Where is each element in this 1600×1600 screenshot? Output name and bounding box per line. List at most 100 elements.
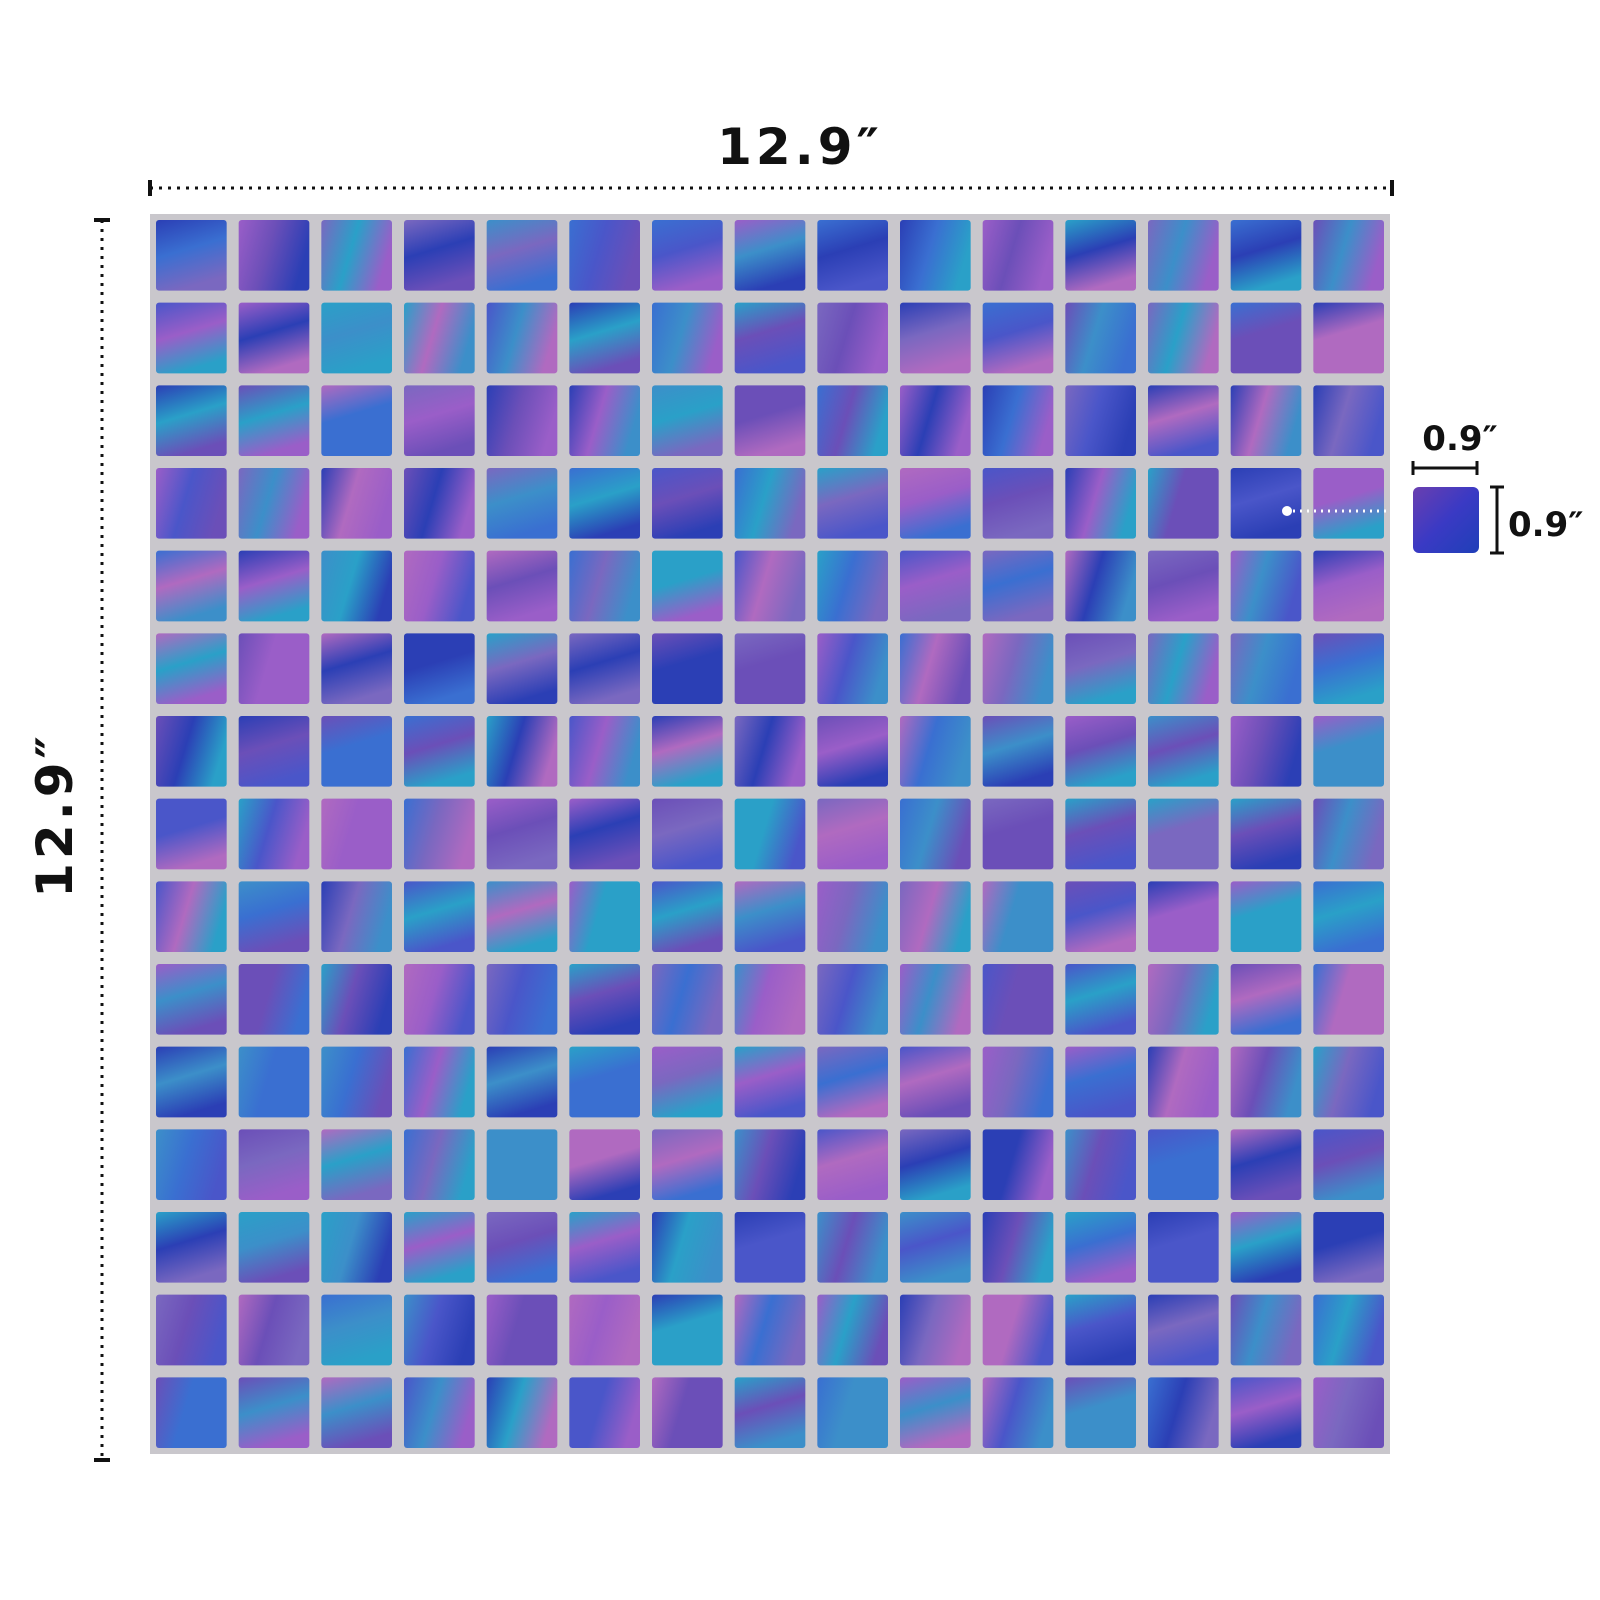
mosaic-tile — [1230, 220, 1302, 291]
mosaic-tile — [321, 964, 392, 1035]
mosaic-tile — [734, 633, 806, 704]
mosaic-tile — [1148, 385, 1219, 456]
mosaic-tile — [734, 964, 806, 1035]
mosaic-tile — [1148, 964, 1219, 1035]
mosaic-tile — [652, 302, 723, 374]
mosaic-tile — [1313, 385, 1384, 456]
mosaic-tile — [569, 1212, 640, 1283]
mosaic-tile — [734, 550, 806, 622]
mosaic-tile — [734, 468, 806, 539]
mosaic-tile — [1313, 633, 1384, 704]
tile-height-dimension-line — [1490, 485, 1504, 555]
mosaic-tile — [404, 1294, 475, 1366]
mosaic-tile — [652, 1294, 723, 1366]
mosaic-tile — [817, 1294, 888, 1366]
mosaic-tile — [404, 1212, 475, 1283]
mosaic-tile — [734, 798, 806, 870]
mosaic-tile — [1313, 716, 1384, 787]
mosaic-tile — [156, 550, 227, 622]
mosaic-tile — [1148, 1377, 1219, 1448]
mosaic-tile — [1230, 302, 1302, 374]
mosaic-tile — [156, 633, 227, 704]
mosaic-tile — [404, 1046, 475, 1118]
mosaic-tile — [1065, 1212, 1136, 1283]
mosaic-tile — [404, 385, 475, 456]
mosaic-tile — [156, 1046, 227, 1118]
mosaic-tile — [900, 964, 971, 1035]
mosaic-tile — [404, 302, 475, 374]
mosaic-tile — [1313, 1377, 1384, 1448]
mosaic-tile — [321, 1377, 392, 1448]
mosaic-tile — [238, 1212, 310, 1283]
mosaic-tile — [1148, 798, 1219, 870]
mosaic-tile — [1230, 1212, 1302, 1283]
mosaic-tile — [569, 1377, 640, 1448]
mosaic-tile — [321, 385, 392, 456]
mosaic-tile — [900, 1129, 971, 1200]
mosaic-tile — [404, 964, 475, 1035]
mosaic-tile — [1065, 964, 1136, 1035]
mosaic-tile — [569, 302, 640, 374]
mosaic-tile — [486, 964, 558, 1035]
single-tile-callout — [1413, 487, 1479, 553]
mosaic-tile — [321, 798, 392, 870]
mosaic-tile — [1230, 798, 1302, 870]
mosaic-tile — [652, 881, 723, 952]
mosaic-tile — [900, 1294, 971, 1366]
mosaic-tile — [1148, 220, 1219, 291]
mosaic-tile — [1230, 385, 1302, 456]
mosaic-tile — [652, 716, 723, 787]
mosaic-tile — [404, 550, 475, 622]
mosaic-tile — [982, 302, 1054, 374]
mosaic-tile — [900, 633, 971, 704]
mosaic-tile — [156, 1129, 227, 1200]
mosaic-tile — [982, 468, 1054, 539]
mosaic-tile — [156, 1377, 227, 1448]
sheet-height-dimension-line — [94, 218, 110, 1462]
mosaic-tile — [982, 964, 1054, 1035]
mosaic-tile — [156, 716, 227, 787]
mosaic-tile — [238, 550, 310, 622]
mosaic-tile — [404, 220, 475, 291]
mosaic-tile — [321, 716, 392, 787]
mosaic-tile — [1148, 302, 1219, 374]
mosaic-tile — [1230, 550, 1302, 622]
mosaic-tile — [569, 1129, 640, 1200]
mosaic-tile — [900, 716, 971, 787]
mosaic-tile — [900, 550, 971, 622]
mosaic-tile — [900, 220, 971, 291]
mosaic-tile — [1230, 716, 1302, 787]
mosaic-tile — [238, 964, 310, 1035]
mosaic-tile — [156, 302, 227, 374]
sheet-height-label: 12.9″ — [26, 732, 84, 898]
mosaic-tile — [1230, 881, 1302, 952]
mosaic-tile — [1065, 881, 1136, 952]
mosaic-tile — [817, 881, 888, 952]
mosaic-tile — [900, 468, 971, 539]
mosaic-tile — [238, 468, 310, 539]
mosaic-tile — [1148, 550, 1219, 622]
mosaic-tile — [900, 1046, 971, 1118]
mosaic-tile — [486, 302, 558, 374]
mosaic-tile — [1065, 1129, 1136, 1200]
mosaic-tile — [321, 302, 392, 374]
mosaic-tile — [652, 1046, 723, 1118]
mosaic-tile — [982, 1046, 1054, 1118]
mosaic-tile — [817, 633, 888, 704]
mosaic-tile — [1230, 1129, 1302, 1200]
mosaic-tile — [734, 1294, 806, 1366]
mosaic-tile — [1313, 220, 1384, 291]
mosaic-tile — [569, 385, 640, 456]
mosaic-tile — [404, 1129, 475, 1200]
mosaic-tile — [982, 385, 1054, 456]
mosaic-tile — [486, 550, 558, 622]
mosaic-tile — [817, 798, 888, 870]
mosaic-tile — [734, 1129, 806, 1200]
mosaic-tile — [817, 716, 888, 787]
mosaic-tile — [238, 220, 310, 291]
mosaic-tile — [1148, 633, 1219, 704]
mosaic-tile — [569, 881, 640, 952]
mosaic-tile — [982, 1212, 1054, 1283]
mosaic-tile — [982, 1129, 1054, 1200]
mosaic-tile — [404, 1377, 475, 1448]
